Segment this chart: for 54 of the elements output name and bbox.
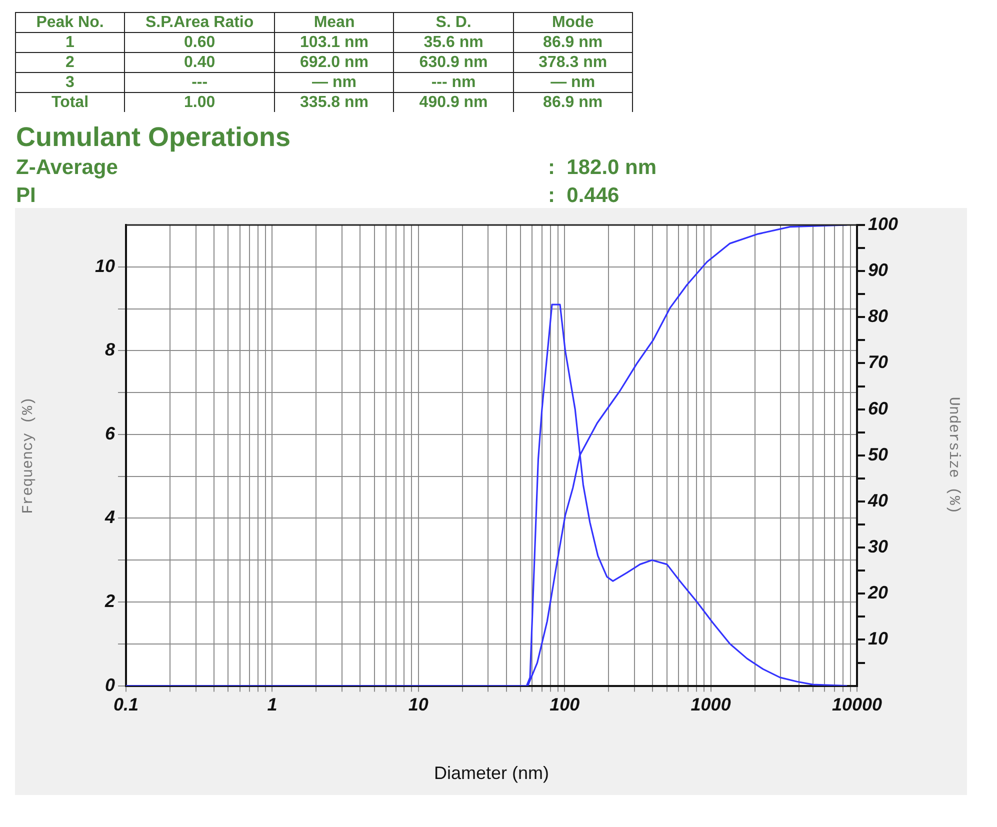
y2-tick-label: 50 [868,444,888,464]
y-tick-label: 6 [104,423,116,444]
y2-tick-label: 80 [868,306,888,326]
x-tick-label: 10000 [832,694,882,715]
y2-tick-label: 60 [868,398,888,418]
text: Total [16,92,124,112]
text: 86.9 nm [513,32,632,52]
text: — nm [274,72,394,92]
text: Mode [513,12,632,32]
y-tick-label: 0 [104,674,115,695]
y-tick-label: 8 [104,340,115,360]
y2-tick-label: 90 [868,260,888,280]
text: 490.9 nm [394,92,514,112]
text: S. D. [394,12,514,32]
text: 1 [16,32,124,52]
y2-tick-label: 70 [868,352,888,372]
x-axis-title: Diameter (nm) [434,763,550,784]
text: Peak No. [16,12,124,32]
text: 35.6 nm [394,32,514,52]
y2-tick-label: 10 [868,628,888,649]
text: 692.0 nm [274,52,394,72]
y-axis-title: Frequency (%) [20,396,37,514]
text: S.P.Area Ratio [124,12,275,32]
text: : 0.446 [548,184,620,208]
y2-tick-label: 20 [867,582,888,603]
y2-tick-label: 30 [868,536,888,557]
text: Z-Average [16,156,118,180]
text: 3 [16,72,124,92]
text: 0.40 [124,52,275,72]
x-tick-label: 10 [408,694,428,715]
y-tick-label: 2 [104,590,115,611]
text: 630.9 nm [394,52,514,72]
text: 335.8 nm [274,92,394,112]
y-tick-label: 10 [94,256,115,276]
text: 1.00 [124,92,275,112]
x-tick-label: 1000 [690,694,731,715]
text: 0.60 [124,32,275,52]
chart-title: Cumulant Operations [16,122,291,153]
text: --- nm [394,72,514,92]
x-tick-label: 0.1 [113,694,139,715]
text: 86.9 nm [513,92,632,112]
text: --- [124,72,275,92]
text: 103.1 nm [274,32,394,52]
text: 378.3 nm [513,52,632,72]
x-tick-label: 1 [267,694,278,715]
y2-tick-label: 100 [868,214,898,234]
text: Mean [274,12,394,32]
x-tick-label: 100 [550,694,580,715]
y2-axis-title: Undersize (%) [945,396,962,514]
text: PI [16,184,36,208]
text: — nm [513,72,632,92]
text: : 182.0 nm [548,156,657,180]
y-tick-label: 4 [104,507,115,528]
y2-tick-label: 40 [867,490,888,510]
